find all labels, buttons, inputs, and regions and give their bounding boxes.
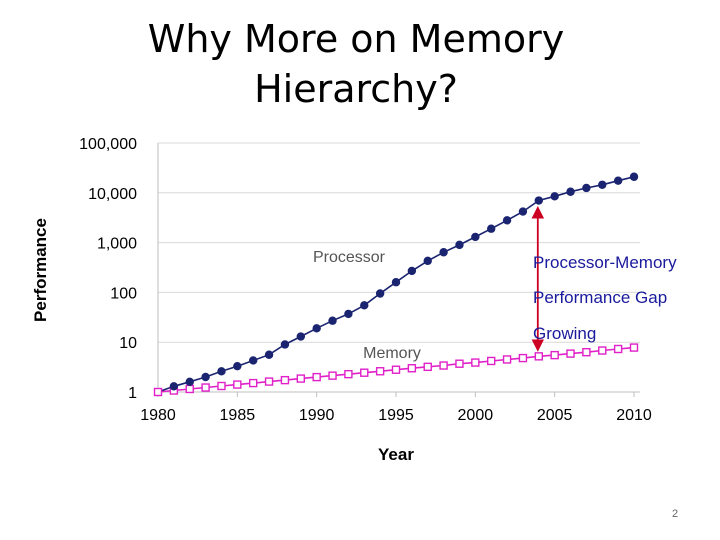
- memory-point: [598, 346, 607, 355]
- axes: 1 10 100 1,000 10,000 100,000 1980 1985 1990 1995…: [79, 136, 652, 424]
- memory-point: [280, 375, 290, 385]
- processor-point: [201, 372, 210, 382]
- processor-point: [233, 361, 242, 371]
- memory-point: [375, 367, 385, 376]
- x-tick-label: 2000: [458, 407, 494, 424]
- y-tick-label: 10,000: [88, 186, 137, 203]
- memory-point: [471, 358, 480, 367]
- memory-point: [391, 365, 401, 374]
- series-label-processor: Processor: [313, 249, 386, 266]
- page-number: 2: [671, 508, 679, 520]
- x-tick-label: 1995: [378, 407, 414, 424]
- memory-point: [328, 371, 337, 380]
- memory-point: [360, 368, 369, 377]
- processor-point: [169, 382, 179, 391]
- series-label-memory: Memory: [363, 345, 421, 362]
- gap-annotation-line-3: Growing: [533, 324, 597, 343]
- slide-title-line-2: Hierarchy?: [254, 67, 458, 111]
- processor-point: [487, 224, 496, 233]
- processor-point: [613, 176, 623, 185]
- memory-point: [534, 352, 543, 361]
- processor-point: [375, 289, 385, 298]
- processor-point: [455, 240, 464, 250]
- memory-point: [550, 350, 559, 360]
- processor-point: [407, 266, 417, 276]
- memory-point: [296, 374, 305, 383]
- series: [153, 172, 639, 397]
- processor-point: [598, 180, 607, 189]
- x-tick-label: 1985: [220, 407, 256, 424]
- processor-point: [423, 256, 432, 266]
- processor-point: [312, 324, 321, 333]
- processor-point: [328, 316, 337, 325]
- memory-point: [312, 372, 321, 382]
- memory-point: [487, 356, 496, 366]
- processor-point: [439, 248, 448, 257]
- processor-point: [534, 196, 543, 205]
- processor-point: [344, 309, 353, 319]
- x-tick-label: 1980: [140, 407, 176, 424]
- memory-point: [185, 384, 194, 394]
- processor-point: [502, 216, 512, 225]
- memory-point: [613, 344, 623, 354]
- memory-point: [344, 369, 353, 379]
- processor-point: [249, 356, 258, 365]
- processor-point: [582, 183, 591, 193]
- y-axis-title: Performance: [31, 218, 50, 322]
- processor-point: [471, 232, 480, 242]
- gridlines: [158, 142, 640, 343]
- x-tick-label: 2010: [616, 407, 652, 424]
- processor-point: [296, 332, 305, 341]
- processor-point: [550, 192, 559, 201]
- memory-point: [439, 361, 448, 370]
- processor-point: [629, 172, 639, 181]
- memory-point: [248, 378, 258, 388]
- y-tick-label: 1: [128, 385, 137, 402]
- y-tick-label: 1,000: [97, 236, 137, 253]
- processor-point: [518, 207, 528, 216]
- memory-point: [153, 387, 163, 397]
- processor-point: [280, 340, 290, 349]
- x-tick-label: 1990: [299, 407, 335, 424]
- memory-point: [423, 362, 432, 372]
- memory-point: [502, 355, 512, 364]
- memory-point: [582, 347, 591, 357]
- memory-point: [518, 353, 528, 363]
- x-tick-label: 2005: [537, 407, 573, 424]
- memory-point: [233, 380, 242, 389]
- memory-point: [217, 381, 226, 391]
- memory-point: [566, 349, 575, 358]
- memory-point: [201, 383, 210, 392]
- gap-annotation-line-1: Processor-Memory: [533, 253, 677, 272]
- memory-point: [455, 359, 464, 368]
- processor-point: [264, 350, 274, 359]
- processor-point: [217, 367, 226, 376]
- processor-point: [391, 278, 401, 287]
- y-tick-label: 100,000: [79, 136, 137, 153]
- y-tick-label: 10: [119, 335, 137, 352]
- y-tick-label: 100: [110, 285, 137, 302]
- x-axis-title: Year: [378, 445, 414, 464]
- memory-point: [407, 364, 417, 373]
- memory-point: [629, 343, 639, 352]
- slide-title: Why More on Memory Hierarchy?: [100, 14, 612, 114]
- processor-point: [360, 301, 369, 310]
- memory-point: [264, 377, 274, 386]
- processor-point: [185, 377, 194, 387]
- processor-point: [566, 187, 575, 196]
- slide-title-line-1: Why More on Memory: [147, 17, 565, 61]
- gap-annotation-line-2: Performance Gap: [533, 288, 668, 307]
